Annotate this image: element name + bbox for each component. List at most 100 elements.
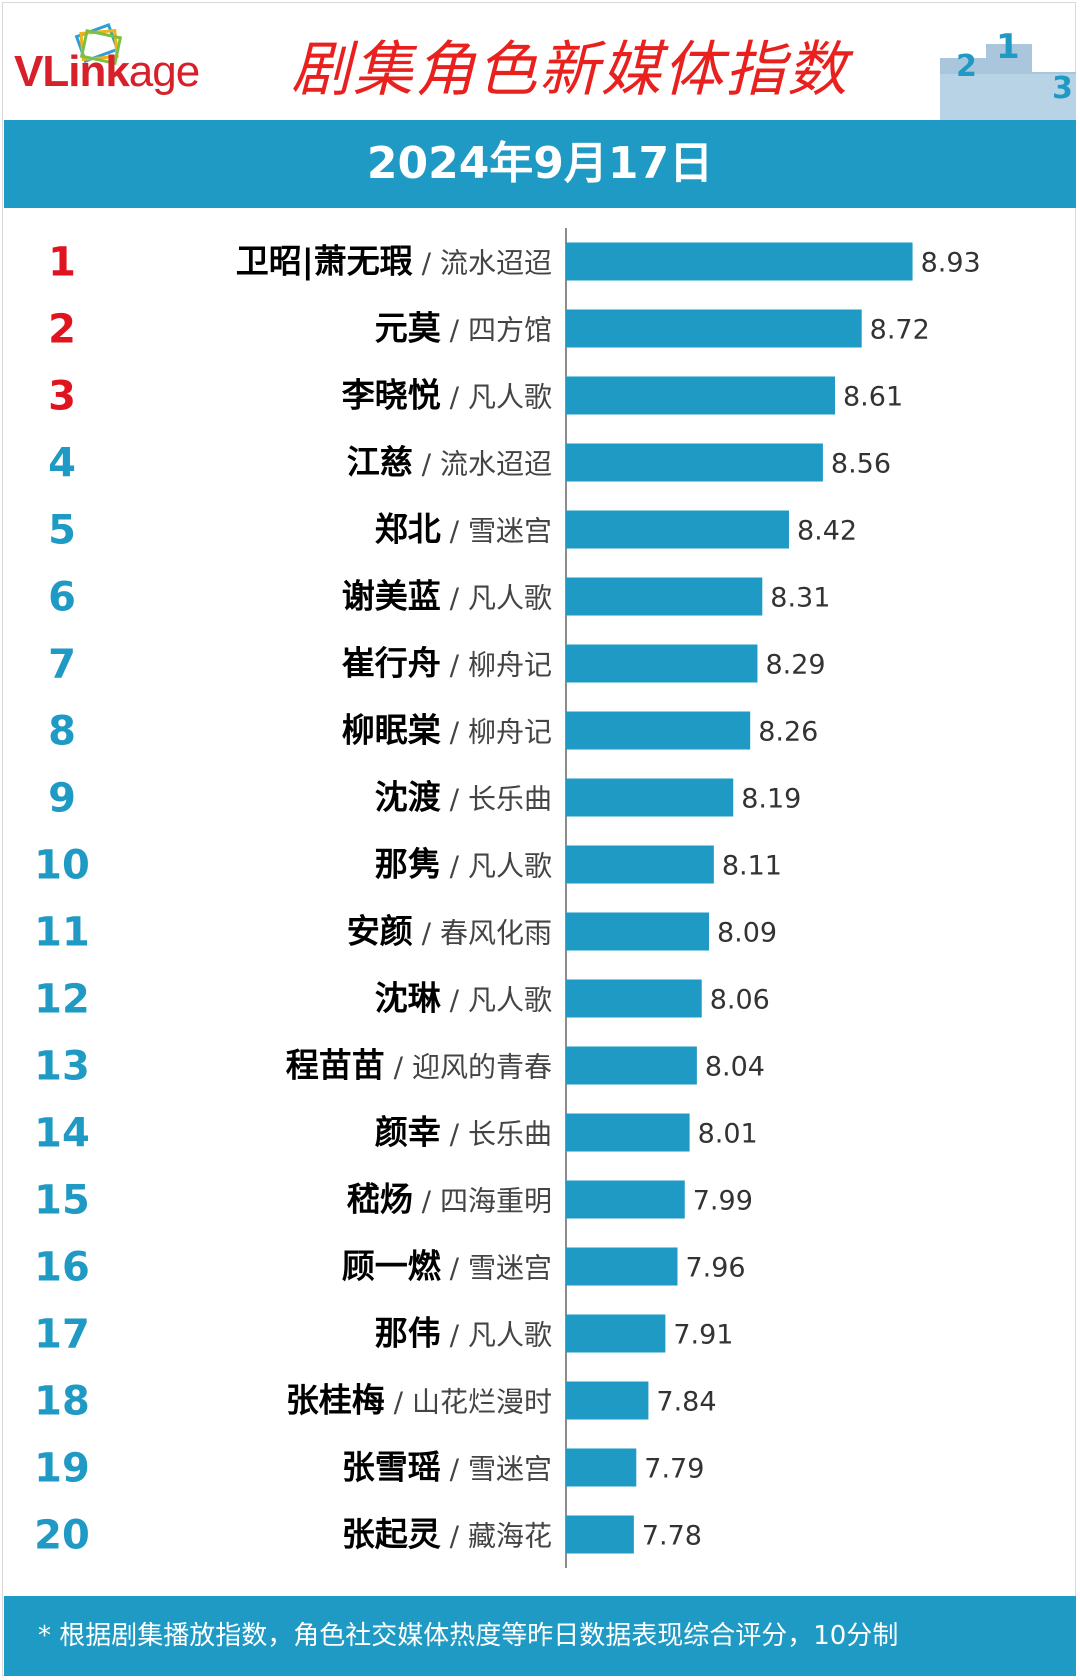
character-name: 张雪瑶 [342,1448,441,1487]
character-name: 沈琳 [375,979,442,1018]
drama-name: / 凡人歌 [441,381,552,414]
category-label: 嵇炀 / 四海重明 [347,1180,552,1219]
bar [566,1515,634,1554]
bar [566,1113,690,1152]
bar-value-label: 8.01 [698,1119,758,1150]
bar-value-label: 8.29 [765,650,825,681]
drama-name: / 雪迷宫 [441,515,552,548]
category-label: 郑北 / 雪迷宫 [375,510,552,549]
rank-number: 2 [48,307,76,353]
rank-number: 16 [34,1245,90,1291]
character-name: 元莫 [375,309,441,348]
footer-note: * 根据剧集播放指数，角色社交媒体热度等昨日数据表现综合评分，10分制 [38,1621,899,1651]
footer-banner: * 根据剧集播放指数，角色社交媒体热度等昨日数据表现综合评分，10分制 [4,1596,1076,1676]
category-label: 顾一燃 / 雪迷宫 [342,1247,552,1286]
bar-value-label: 7.84 [656,1387,716,1418]
drama-name: / 凡人歌 [441,850,552,883]
drama-name: / 柳舟记 [441,716,552,749]
rank-number: 15 [34,1178,90,1224]
bar [566,443,823,482]
rank-number: 17 [34,1312,90,1358]
page-title: 剧集角色新媒体指数 [291,35,849,105]
bar-value-label: 7.79 [644,1454,704,1485]
rank-number: 18 [34,1379,90,1425]
category-label: 张起灵 / 藏海花 [342,1515,552,1554]
character-name: 嵇炀 [347,1180,413,1219]
drama-name: / 凡人歌 [441,1319,552,1352]
drama-name: / 山花烂漫时 [385,1386,552,1419]
category-label: 那伟 / 凡人歌 [375,1314,552,1353]
bar-value-label: 8.06 [710,985,770,1016]
rank-number: 3 [48,374,76,420]
category-label: 那隽 / 凡人歌 [375,845,552,884]
bar [566,845,714,884]
category-label: 柳眠棠 / 柳舟记 [342,711,552,750]
category-label: 张雪瑶 / 雪迷宫 [342,1448,552,1487]
category-label: 卫昭|萧无瑕 / 流水迢迢 [236,242,552,281]
drama-name: / 春风化雨 [413,917,552,950]
category-label: 张桂梅 / 山花烂漫时 [286,1381,552,1420]
chart-date: 2024年9月17日 [366,138,714,189]
character-name: 程苗苗 [286,1046,385,1085]
rank-number: 14 [34,1111,90,1157]
drama-name: / 四海重明 [413,1185,552,1218]
character-name: 沈渡 [375,778,442,817]
category-label: 沈琳 / 凡人歌 [375,979,552,1018]
drama-name: / 雪迷宫 [441,1453,552,1486]
character-name: 谢美蓝 [342,577,441,616]
bar-value-label: 8.04 [705,1052,765,1083]
character-name: 李晓悦 [342,376,441,415]
logo-cards-icon [74,23,123,66]
drama-name: / 凡人歌 [441,984,552,1017]
bar-value-label: 8.93 [921,248,981,279]
category-label: 谢美蓝 / 凡人歌 [342,577,552,616]
drama-name: / 流水迢迢 [413,247,552,280]
bar-value-label: 8.19 [741,784,801,815]
ranking-bar-chart: 8.93 1 卫昭|萧无瑕 / 流水迢迢 8.72 2 元莫 / 四方馆 8.61 3 李晓悦 … [34,228,981,1568]
bar [566,912,709,951]
bar [566,778,734,817]
date-banner: 2024年9月17日 [4,120,1076,208]
character-name: 郑北 [375,510,441,549]
rank-number: 19 [34,1446,90,1492]
rank-number: 13 [34,1044,90,1090]
category-label: 颜幸 / 长乐曲 [375,1113,552,1152]
logo-text-bold: VLink [14,47,130,96]
rank-number: 9 [48,776,76,822]
bar [566,1046,697,1085]
rank-number: 7 [48,642,76,688]
drama-name: / 藏海花 [441,1520,552,1553]
rank-number: 6 [48,575,76,621]
drama-name: / 柳舟记 [441,649,552,682]
bar-value-label: 8.09 [717,918,777,949]
drama-name: / 雪迷宫 [441,1252,552,1285]
svg-text:2: 2 [956,49,977,84]
character-name: 颜幸 [375,1113,441,1152]
bar [566,979,702,1018]
drama-name: / 长乐曲 [441,783,552,816]
character-name: 张桂梅 [286,1381,385,1420]
drama-name: / 长乐曲 [441,1118,552,1151]
bar [566,577,763,616]
bar-value-label: 8.11 [722,851,782,882]
character-name: 柳眠棠 [342,711,441,750]
bar [566,242,913,281]
bar-value-label: 7.78 [642,1521,702,1552]
bar-value-label: 8.26 [758,717,818,748]
character-name: 那伟 [375,1314,441,1353]
bar [566,1448,637,1487]
bar [566,1314,666,1353]
character-name: 安颜 [347,912,413,951]
bar [566,376,836,415]
character-name: 卫昭|萧无瑕 [236,242,413,281]
bar-value-label: 7.91 [673,1320,733,1351]
rank-number: 10 [34,843,90,889]
logo-text-light: age [128,47,200,96]
bar [566,510,789,549]
rank-number: 1 [48,240,76,286]
drama-name: / 迎风的青春 [385,1051,552,1084]
bar-value-label: 8.31 [770,583,830,614]
rank-number: 5 [48,508,76,554]
bar-value-label: 8.42 [797,516,857,547]
category-label: 崔行舟 / 柳舟记 [342,644,552,683]
